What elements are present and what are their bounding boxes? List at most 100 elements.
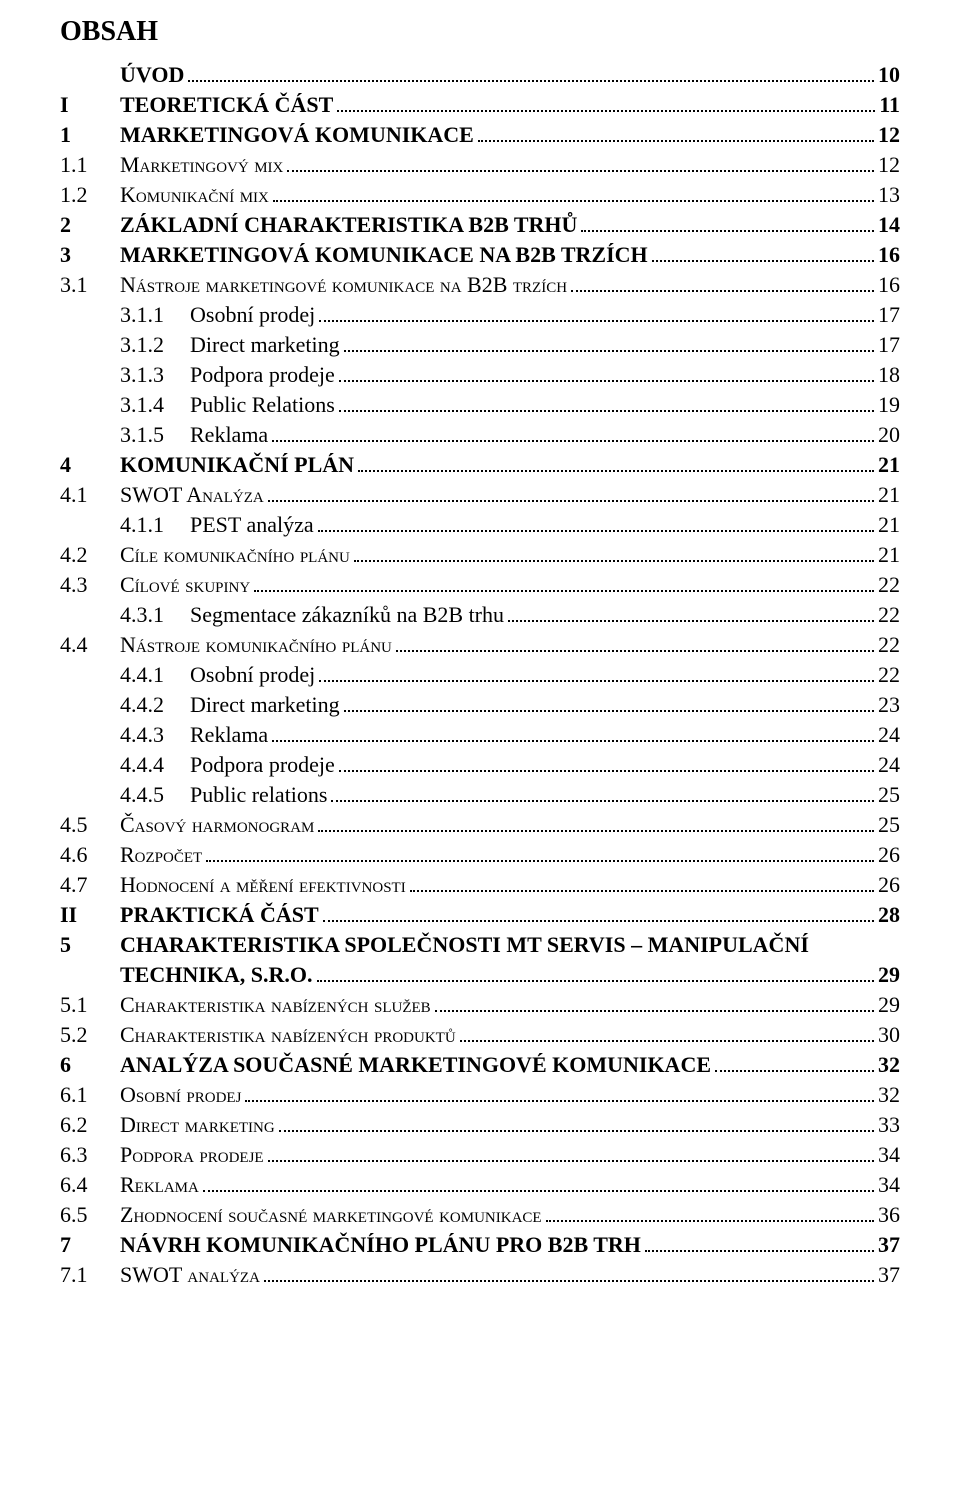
toc-entry-page: 12 bbox=[878, 122, 900, 148]
toc-leader-dots bbox=[339, 398, 874, 412]
toc-entry-number: 4.2 bbox=[60, 542, 120, 568]
toc-entry-label: MARKETINGOVÁ KOMUNIKACE NA B2B TRZÍCH bbox=[120, 242, 648, 268]
toc-leader-dots bbox=[478, 128, 874, 142]
toc-entry-number: 4.1 bbox=[60, 482, 120, 508]
toc-entry-number: II bbox=[60, 902, 120, 928]
toc-entry-number: 4.4 bbox=[60, 632, 120, 658]
toc-entry-label: Reklama bbox=[190, 422, 268, 448]
toc-leader-dots bbox=[337, 98, 875, 112]
toc-entry-number: 4.3.1 bbox=[120, 602, 190, 628]
toc-entry-number: 7 bbox=[60, 1232, 120, 1258]
toc-entry: 4.7Hodnocení a měření efektivnosti26 bbox=[60, 872, 900, 898]
toc-entry: 4.5Časový harmonogram25 bbox=[60, 812, 900, 838]
toc-entry-label: Časový harmonogram bbox=[120, 812, 314, 838]
toc-entry-number: 1.1 bbox=[60, 152, 120, 178]
toc-entry-label: Hodnocení a měření efektivnosti bbox=[120, 872, 406, 898]
toc-entry: 3.1.5Reklama 20 bbox=[60, 422, 900, 448]
toc-entry-number: 3.1.4 bbox=[120, 392, 190, 418]
toc-entry: 3.1Nástroje marketingové komunikace na B… bbox=[60, 272, 900, 298]
toc-entry-number: 4.1.1 bbox=[120, 512, 190, 538]
toc-entry-page: 13 bbox=[878, 182, 900, 208]
toc-entry: 6.4Reklama34 bbox=[60, 1172, 900, 1198]
toc-leader-dots bbox=[358, 458, 874, 472]
toc-leader-dots bbox=[203, 1178, 874, 1192]
toc-leader-dots bbox=[268, 1148, 874, 1162]
toc-leader-dots bbox=[435, 998, 874, 1012]
toc-entry: IIPRAKTICKÁ ČÁST 28 bbox=[60, 902, 900, 928]
toc-entry: 4.4.3Reklama 24 bbox=[60, 722, 900, 748]
toc-entry-label: ÚVOD bbox=[120, 62, 184, 88]
toc-entry-number: 4.4.3 bbox=[120, 722, 190, 748]
toc-title: OBSAH bbox=[60, 16, 900, 48]
toc-entry: 5.1Charakteristika nabízených služeb29 bbox=[60, 992, 900, 1018]
toc-entry-page: 14 bbox=[878, 212, 900, 238]
toc-entry-page: 21 bbox=[878, 452, 900, 478]
toc-leader-dots bbox=[460, 1028, 874, 1042]
toc-entry: TECHNIKA, S.R.O.29 bbox=[60, 962, 900, 988]
toc-entry-label: Direct marketing bbox=[120, 1112, 275, 1138]
toc-leader-dots bbox=[339, 368, 874, 382]
toc-entry-number: 6.2 bbox=[60, 1112, 120, 1138]
toc-leader-dots bbox=[715, 1058, 874, 1072]
toc-entry-page: 20 bbox=[878, 422, 900, 448]
toc-entry-label: TEORETICKÁ ČÁST bbox=[120, 92, 333, 118]
toc-entry: 6.2Direct marketing 33 bbox=[60, 1112, 900, 1138]
toc-entry-label: Zhodnocení současné marketingové komunik… bbox=[120, 1202, 542, 1228]
toc-entry-page: 24 bbox=[878, 722, 900, 748]
toc-leader-dots bbox=[264, 1268, 874, 1282]
toc-entry: 1.1Marketingový mix12 bbox=[60, 152, 900, 178]
toc-entry-page: 18 bbox=[878, 362, 900, 388]
toc-entry-page: 21 bbox=[878, 542, 900, 568]
toc-entry-page: 25 bbox=[878, 782, 900, 808]
toc-leader-dots bbox=[287, 158, 874, 172]
toc-entry-page: 33 bbox=[878, 1112, 900, 1138]
toc-entry-number: 4.4.4 bbox=[120, 752, 190, 778]
toc-entry-label: Podpora prodeje bbox=[120, 1142, 264, 1168]
toc-entry: 1.2Komunikační mix13 bbox=[60, 182, 900, 208]
toc-entry-page: 16 bbox=[878, 242, 900, 268]
toc-entry: 7NÁVRH KOMUNIKAČNÍHO PLÁNU PRO B2B TRH37 bbox=[60, 1232, 900, 1258]
toc-entry-number: 6.1 bbox=[60, 1082, 120, 1108]
toc-entry: 4.1SWOT Analýza21 bbox=[60, 482, 900, 508]
toc-entry-page: 19 bbox=[878, 392, 900, 418]
toc-entry-page: 34 bbox=[878, 1172, 900, 1198]
toc-entry-number: 6.3 bbox=[60, 1142, 120, 1168]
toc-entry-label: PEST analýza bbox=[190, 512, 314, 538]
toc-entry-page: 28 bbox=[878, 902, 900, 928]
toc-entry: 3.1.1Osobní prodej17 bbox=[60, 302, 900, 328]
toc-leader-dots bbox=[508, 608, 874, 622]
toc-entry-label: MARKETINGOVÁ KOMUNIKACE bbox=[120, 122, 474, 148]
toc-leader-dots bbox=[317, 968, 874, 982]
toc-leader-dots bbox=[188, 68, 874, 82]
toc-entry-label: Reklama bbox=[190, 722, 268, 748]
toc-entry-label: Public Relations bbox=[190, 392, 335, 418]
toc-entry-number: 2 bbox=[60, 212, 120, 238]
toc-entry: 4.4.4Podpora prodeje24 bbox=[60, 752, 900, 778]
toc-entry: 4.2Cíle komunikačního plánu21 bbox=[60, 542, 900, 568]
toc-entry-page: 26 bbox=[878, 842, 900, 868]
toc-entry: 4.1.1PEST analýza 21 bbox=[60, 512, 900, 538]
toc-entry-number: 5 bbox=[60, 932, 120, 958]
toc-leader-dots bbox=[318, 518, 874, 532]
toc-entry-label: Public relations bbox=[190, 782, 327, 808]
toc-leader-dots bbox=[318, 818, 874, 832]
toc-leader-dots bbox=[273, 188, 874, 202]
toc-entry-page: 17 bbox=[878, 302, 900, 328]
toc-entry-label: PRAKTICKÁ ČÁST bbox=[120, 902, 319, 928]
toc-entry-page: 23 bbox=[878, 692, 900, 718]
toc-entry-page: 21 bbox=[878, 512, 900, 538]
toc-leader-dots bbox=[645, 1238, 874, 1252]
toc-entry-number: 3.1.5 bbox=[120, 422, 190, 448]
toc-entry-page: 11 bbox=[879, 92, 900, 118]
toc-leader-dots bbox=[254, 578, 874, 592]
toc-entry: 4.4Nástroje komunikačního plánu22 bbox=[60, 632, 900, 658]
toc-entry-label: Reklama bbox=[120, 1172, 199, 1198]
toc-entry-page: 22 bbox=[878, 572, 900, 598]
toc-entry-page: 37 bbox=[878, 1232, 900, 1258]
toc-entry-label: Osobní prodej bbox=[190, 662, 315, 688]
toc-entry-label: Komunikační mix bbox=[120, 182, 269, 208]
toc-entry: 5.2Charakteristika nabízených produktů30 bbox=[60, 1022, 900, 1048]
toc-entry-number: 4.5 bbox=[60, 812, 120, 838]
toc-leader-dots bbox=[344, 338, 874, 352]
toc-entry: 7.1SWOT analýza37 bbox=[60, 1262, 900, 1288]
